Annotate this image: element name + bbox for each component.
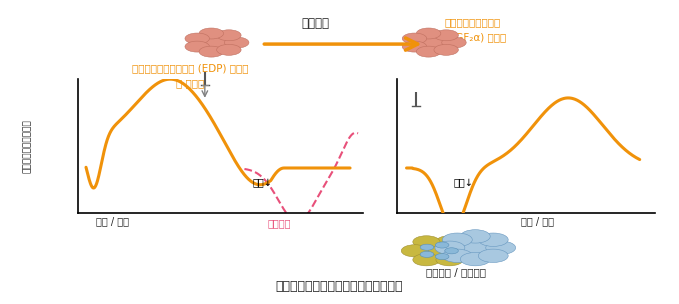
Text: 発情 / 排卵: 発情 / 排卵 [96, 217, 129, 226]
Text: 黄体維持: 黄体維持 [301, 17, 330, 30]
FancyArrowPatch shape [264, 38, 418, 50]
Text: 黄体退行 / 卵胞発育: 黄体退行 / 卵胞発育 [426, 268, 486, 278]
Text: 低下↓: 低下↓ [453, 178, 473, 188]
Text: 低下↓: 低下↓ [253, 178, 272, 188]
Text: プロジェステロン濃度: プロジェステロン濃度 [22, 119, 32, 173]
Text: プロスタグランジン: プロスタグランジン [445, 17, 501, 27]
Text: 持続性エストロジェン (EDP) を投与: 持続性エストロジェン (EDP) を投与 [132, 63, 249, 73]
Text: 図１．偽妊娠を応用した発情同期化法: 図１．偽妊娠を応用した発情同期化法 [276, 280, 403, 293]
Text: 発情周期: 発情周期 [267, 218, 291, 228]
Text: ＝ 偽妊娠: ＝ 偽妊娠 [176, 78, 204, 88]
Text: 発情 / 排卵: 発情 / 排卵 [521, 217, 553, 226]
Text: (PGF₂α) を投与: (PGF₂α) を投与 [445, 32, 506, 42]
